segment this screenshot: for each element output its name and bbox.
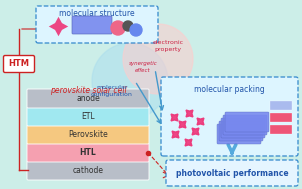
Circle shape <box>111 21 125 35</box>
FancyBboxPatch shape <box>27 161 149 180</box>
FancyBboxPatch shape <box>27 107 149 126</box>
Bar <box>270 101 292 110</box>
Bar <box>270 113 292 122</box>
Text: molecular
configuration: molecular configuration <box>91 85 133 97</box>
Text: cathode: cathode <box>72 166 104 175</box>
FancyBboxPatch shape <box>27 143 149 162</box>
Text: Perovskite: Perovskite <box>68 130 108 139</box>
FancyBboxPatch shape <box>221 118 265 138</box>
FancyBboxPatch shape <box>161 77 298 156</box>
Polygon shape <box>123 24 193 94</box>
FancyBboxPatch shape <box>27 125 149 144</box>
FancyBboxPatch shape <box>27 89 149 108</box>
Text: photovoltaic performance: photovoltaic performance <box>176 169 288 177</box>
FancyBboxPatch shape <box>72 16 112 34</box>
Bar <box>270 125 292 134</box>
FancyBboxPatch shape <box>219 121 263 141</box>
FancyBboxPatch shape <box>166 160 298 186</box>
Text: molecular packing: molecular packing <box>194 84 265 94</box>
Text: perovskite solar cell: perovskite solar cell <box>50 86 126 95</box>
Text: synergetic
effect: synergetic effect <box>129 61 157 73</box>
FancyBboxPatch shape <box>223 115 267 135</box>
Text: ETL: ETL <box>81 112 95 121</box>
FancyBboxPatch shape <box>4 56 34 73</box>
FancyBboxPatch shape <box>36 6 158 43</box>
FancyBboxPatch shape <box>225 112 269 132</box>
Circle shape <box>123 21 133 31</box>
Text: molecular structure: molecular structure <box>59 9 135 19</box>
Text: HTM: HTM <box>8 60 30 68</box>
Circle shape <box>130 24 142 36</box>
Text: anode: anode <box>76 94 100 103</box>
Polygon shape <box>92 43 168 119</box>
Text: HTL: HTL <box>80 148 96 157</box>
Text: electronic
property: electronic property <box>153 40 184 52</box>
FancyBboxPatch shape <box>217 124 261 144</box>
